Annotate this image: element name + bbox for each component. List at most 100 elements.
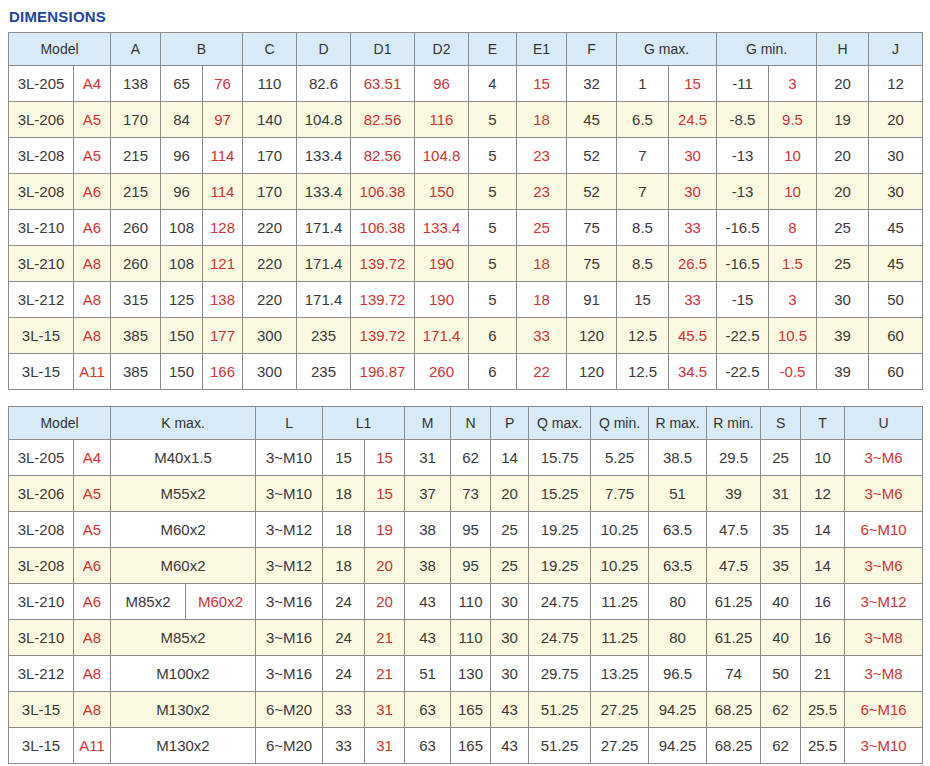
table-cell: 80	[649, 620, 707, 656]
column-header: D1	[351, 33, 415, 66]
table-cell: 4	[469, 66, 517, 102]
table-cell: 43	[405, 584, 451, 620]
table-cell: 22	[517, 354, 567, 390]
column-header: N	[451, 407, 491, 440]
table-cell: -0.5	[769, 354, 817, 390]
table-cell: 3~M10	[256, 476, 323, 512]
table-cell: 26.5	[669, 246, 717, 282]
column-header: Q min.	[591, 407, 649, 440]
table-cell: 52	[567, 138, 617, 174]
table-cell: 3L-208	[9, 512, 74, 548]
table-cell: 32	[567, 66, 617, 102]
table-cell: 128	[203, 210, 243, 246]
table-cell: 166	[203, 354, 243, 390]
column-header: E1	[517, 33, 567, 66]
table-cell: 18	[517, 246, 567, 282]
table-cell: 5	[469, 210, 517, 246]
table-cell: 20	[365, 584, 405, 620]
table-cell: 13.25	[591, 656, 649, 692]
table-cell: 15	[365, 440, 405, 476]
table-cell: 3~M12	[256, 548, 323, 584]
table-cell: 82.56	[351, 102, 415, 138]
column-header: L	[256, 407, 323, 440]
table-cell: 10.5	[769, 318, 817, 354]
table-cell: 260	[415, 354, 469, 390]
table-cell: 75	[567, 210, 617, 246]
table-cell: 7	[617, 138, 669, 174]
table-cell: M130x2	[111, 728, 256, 764]
column-header: U	[845, 407, 923, 440]
table-cell: 170	[111, 102, 161, 138]
table-cell: 12	[801, 476, 845, 512]
table-row: 3L-15A8385150177300235139.72171.46331201…	[9, 318, 923, 354]
table-cell: 196.87	[351, 354, 415, 390]
table-cell: 61.25	[707, 620, 761, 656]
table-cell: 3L-208	[9, 548, 74, 584]
table-cell: 96	[415, 66, 469, 102]
table-cell: 30	[817, 282, 869, 318]
table-cell: 47.5	[707, 512, 761, 548]
table-cell: 140	[243, 102, 297, 138]
table-cell: M85x2	[111, 620, 256, 656]
table-cell: 11.25	[591, 620, 649, 656]
table-cell: 82.6	[297, 66, 351, 102]
column-header: K max.	[111, 407, 256, 440]
table-cell: 1.5	[769, 246, 817, 282]
table-cell: 14	[801, 548, 845, 584]
table-cell: 3	[769, 66, 817, 102]
table-cell: 165	[451, 728, 491, 764]
table-cell: -11	[717, 66, 769, 102]
table-cell: 47.5	[707, 548, 761, 584]
table-cell: A8	[74, 692, 111, 728]
column-header: G max.	[617, 33, 717, 66]
table-cell: 3L-210	[9, 584, 74, 620]
table-cell: 130	[451, 656, 491, 692]
table-cell: 3L-210	[9, 210, 74, 246]
table-cell: 24.75	[529, 620, 591, 656]
table-cell: M130x2	[111, 692, 256, 728]
table-cell: 60	[869, 354, 923, 390]
table-cell: 62	[451, 440, 491, 476]
table-cell: -16.5	[717, 210, 769, 246]
table-cell: A6	[74, 548, 111, 584]
table-cell: 68.25	[707, 728, 761, 764]
table-cell: 3~M16	[256, 584, 323, 620]
table-cell: 125	[161, 282, 203, 318]
dimensions-page: DIMENSIONS ModelABCDD1D2EE1FG max.G min.…	[0, 0, 930, 766]
table-cell: A11	[74, 728, 111, 764]
table-cell: 94.25	[649, 728, 707, 764]
table-cell: 138	[203, 282, 243, 318]
table-cell: 120	[567, 318, 617, 354]
table-cell: 8	[769, 210, 817, 246]
table-cell: 138	[111, 66, 161, 102]
table-cell: -13	[717, 138, 769, 174]
table-cell: 3L-206	[9, 476, 74, 512]
table-cell: 21	[365, 656, 405, 692]
table-cell: 220	[243, 210, 297, 246]
table-cell: 133.4	[415, 210, 469, 246]
column-header: M	[405, 407, 451, 440]
table-cell: 260	[111, 246, 161, 282]
table-cell: 150	[161, 354, 203, 390]
table-cell: 190	[415, 282, 469, 318]
table-cell: 38	[405, 512, 451, 548]
table-cell: 150	[415, 174, 469, 210]
table-cell: 3~M8	[845, 620, 923, 656]
column-header: B	[161, 33, 243, 66]
table-cell: A6	[74, 584, 111, 620]
table-cell: 114	[203, 174, 243, 210]
table-cell: 15	[617, 282, 669, 318]
table-row: 3L-15A11M130x26~M203331631654351.2527.25…	[9, 728, 923, 764]
table-cell: 34.5	[669, 354, 717, 390]
table-cell: 45	[869, 246, 923, 282]
table-cell: 76	[203, 66, 243, 102]
header-row: ModelK max.LL1MNPQ max.Q min.R max.R min…	[9, 407, 923, 440]
table-cell: 3L-15	[9, 354, 74, 390]
table-cell: 30	[491, 584, 529, 620]
table-cell: 96	[161, 174, 203, 210]
table-cell: 7.75	[591, 476, 649, 512]
table-cell: 12	[869, 66, 923, 102]
table-cell: 139.72	[351, 246, 415, 282]
table-cell: 3L-15	[9, 318, 74, 354]
table-cell: A6	[74, 210, 111, 246]
